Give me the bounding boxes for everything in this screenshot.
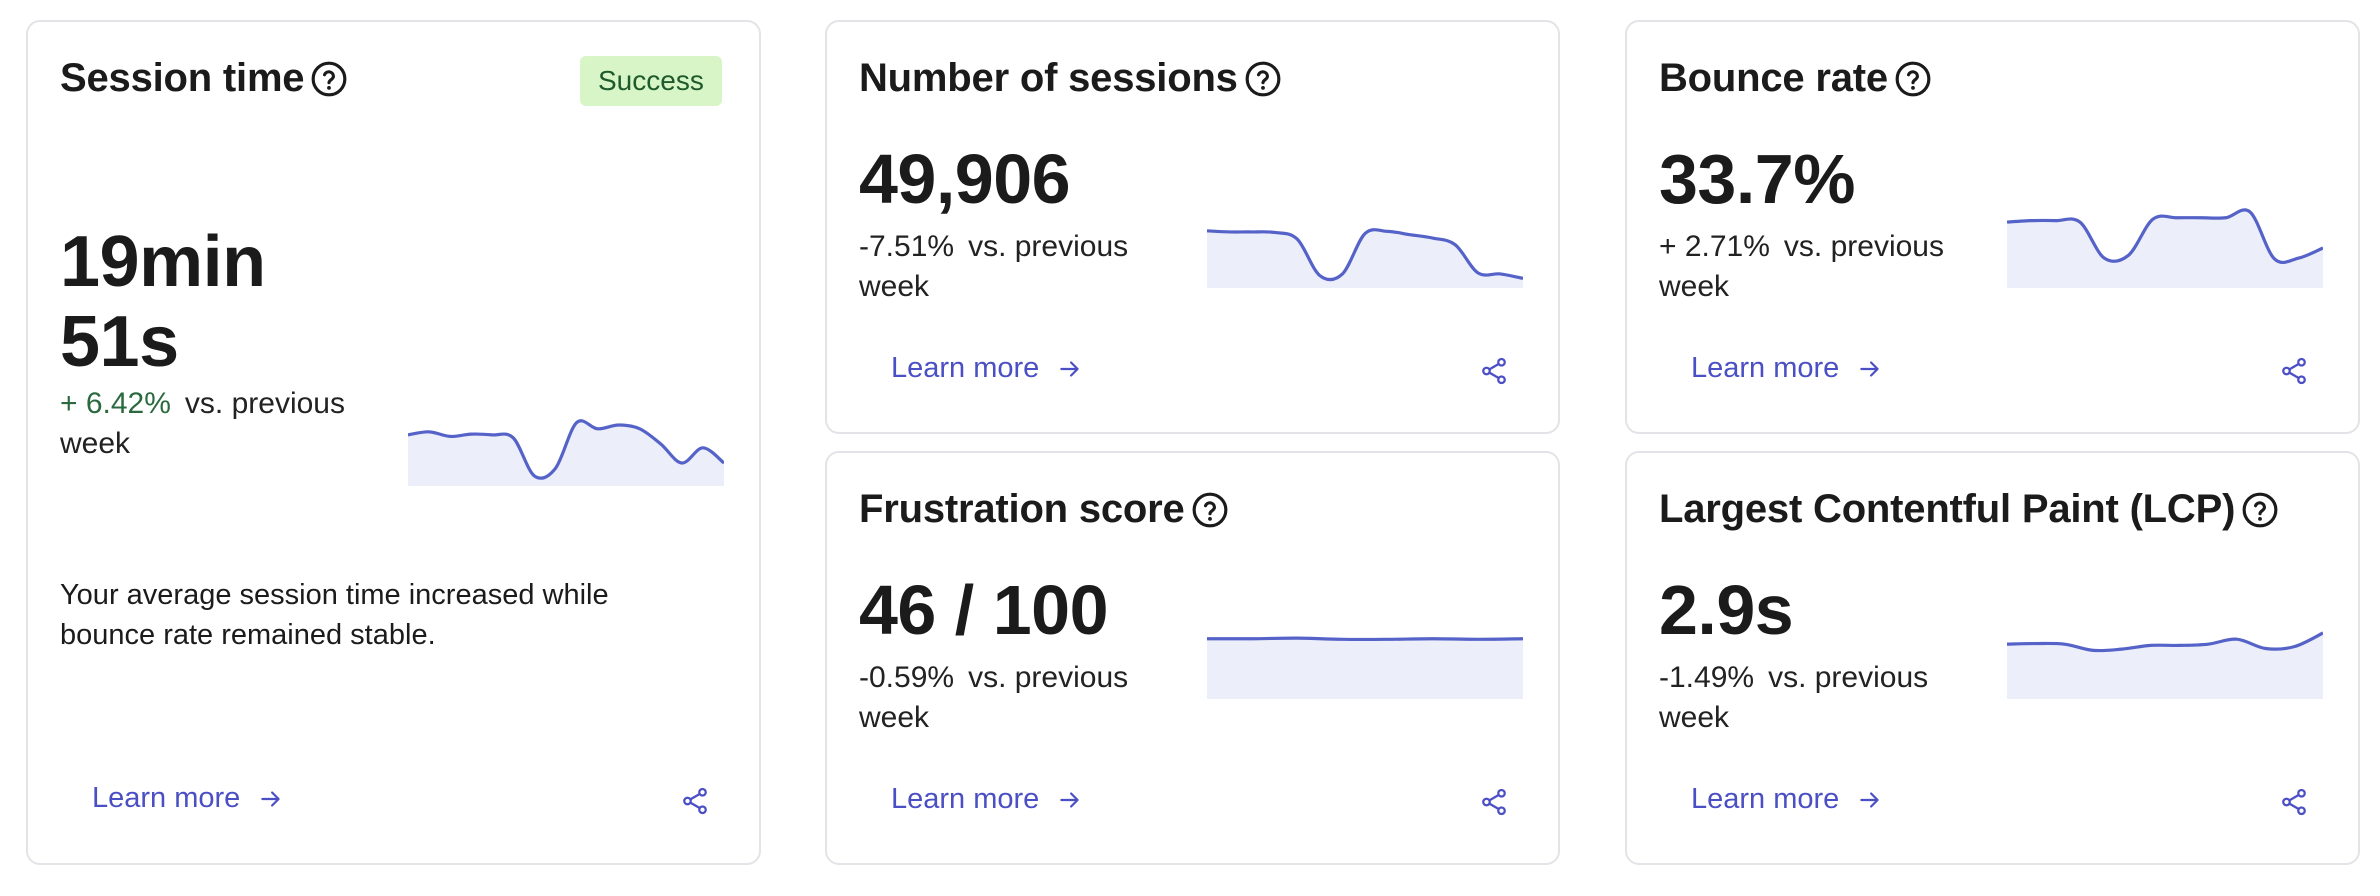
change-percent: -7.51% — [859, 230, 955, 263]
learn-more-label: Learn more — [891, 352, 1040, 384]
share-icon[interactable] — [1479, 356, 1509, 386]
change-suffix-week: week — [859, 270, 930, 303]
help-circle-icon[interactable] — [1244, 60, 1282, 98]
arrow-right-icon — [1860, 791, 1879, 808]
change-suffix-week: week — [859, 701, 930, 734]
bounce-rate-card: Bounce rate 33.7% + 2.71% vs. previous we… — [1625, 20, 2360, 434]
arrow-right-icon — [1860, 360, 1879, 377]
metric-value: 33.7% — [1659, 140, 1855, 218]
help-circle-icon[interactable] — [2241, 491, 2279, 529]
sparkline-area — [1207, 638, 1523, 699]
sessions-sparkline — [1207, 228, 1523, 288]
sparkline-line — [1207, 636, 1523, 642]
metric-value: 49,906 — [859, 140, 1071, 218]
insight-line-2: bounce rate remained stable. — [60, 619, 436, 651]
insight-line-1: Your average session time increased whil… — [60, 579, 609, 611]
sparkline-line — [2007, 208, 2323, 265]
sparkline-area — [2007, 209, 2323, 288]
frustration-sparkline — [1207, 636, 1523, 699]
lcp-card: Largest Contentful Paint (LCP) 2.9s -1.4… — [1625, 451, 2360, 865]
bounce-sparkline — [2007, 208, 2323, 288]
arrow-right-icon — [261, 790, 280, 807]
learn-more-label: Learn more — [891, 783, 1040, 815]
change-percent: -1.49% — [1659, 661, 1755, 694]
sessions-title-row: Number of sessions — [859, 56, 1282, 101]
card-title: Largest Contentful Paint (LCP) — [1659, 487, 2236, 531]
learn-more-label: Learn more — [1691, 352, 1840, 384]
sparkline-area — [1207, 229, 1523, 288]
metric-value: 46 / 100 — [859, 571, 1109, 649]
insight-description: Your average session time increased whil… — [60, 575, 609, 655]
sparkline-area — [408, 420, 724, 486]
change-suffix: vs. previous — [1783, 230, 1944, 263]
change-text: -7.51% vs. previous week — [859, 227, 1128, 307]
sparkline-line — [408, 419, 724, 480]
share-icon[interactable] — [1479, 787, 1509, 817]
learn-more-label: Learn more — [1691, 783, 1840, 815]
learn-more-link[interactable]: Learn more — [1691, 783, 1883, 816]
learn-more-label: Learn more — [92, 782, 241, 814]
share-icon[interactable] — [2279, 787, 2309, 817]
change-suffix: vs. previous — [1768, 661, 1929, 694]
sparkline-line — [2007, 631, 2323, 653]
arrow-right-icon — [1060, 360, 1079, 377]
lcp-sparkline — [2007, 631, 2323, 699]
change-suffix-week: week — [60, 427, 131, 460]
metric-value-minutes: 19min — [60, 222, 266, 302]
metric-value-seconds: 51s — [60, 302, 179, 382]
learn-more-link[interactable]: Learn more — [891, 352, 1083, 385]
change-text: -0.59% vs. previous week — [859, 658, 1128, 738]
change-text: -1.49% vs. previous week — [1659, 658, 1928, 738]
change-percent: + 6.42% — [60, 387, 171, 420]
change-text: + 6.42% vs. previous week — [60, 384, 345, 464]
session-time-card: Session time Success 19min 51s + 6.42% vs… — [26, 20, 761, 865]
sparkline-line — [1207, 228, 1523, 282]
learn-more-link[interactable]: Learn more — [1691, 352, 1883, 385]
session-time-sparkline — [408, 419, 724, 486]
change-suffix: vs. previous — [184, 387, 345, 420]
metric-value: 2.9s — [1659, 571, 1794, 649]
session-time-title-row: Session time — [60, 56, 348, 101]
frustration-card: Frustration score 46 / 100 -0.59% vs. pre… — [825, 451, 1560, 865]
change-suffix: vs. previous — [968, 230, 1129, 263]
change-percent: + 2.71% — [1659, 230, 1770, 263]
share-icon[interactable] — [680, 786, 710, 816]
share-icon[interactable] — [2279, 356, 2309, 386]
lcp-title-row: Largest Contentful Paint (LCP) — [1659, 487, 2279, 532]
change-suffix: vs. previous — [968, 661, 1129, 694]
card-title: Frustration score — [859, 487, 1185, 531]
learn-more-link[interactable]: Learn more — [92, 782, 284, 815]
change-text: + 2.71% vs. previous week — [1659, 227, 1944, 307]
change-suffix-week: week — [1659, 270, 1730, 303]
card-title: Bounce rate — [1659, 56, 1888, 100]
arrow-right-icon — [1060, 791, 1079, 808]
status-badge: Success — [580, 56, 722, 106]
frustration-title-row: Frustration score — [859, 487, 1229, 532]
change-suffix-week: week — [1659, 701, 1730, 734]
metric-value: 19min 51s — [60, 222, 266, 382]
change-percent: -0.59% — [859, 661, 955, 694]
help-circle-icon[interactable] — [1894, 60, 1932, 98]
bounce-title-row: Bounce rate — [1659, 56, 1932, 101]
card-title: Session time — [60, 56, 305, 100]
card-title: Number of sessions — [859, 56, 1238, 100]
help-circle-icon[interactable] — [310, 60, 348, 98]
help-circle-icon[interactable] — [1191, 491, 1229, 529]
learn-more-link[interactable]: Learn more — [891, 783, 1083, 816]
sessions-card: Number of sessions 49,906 -7.51% vs. prev… — [825, 20, 1560, 434]
